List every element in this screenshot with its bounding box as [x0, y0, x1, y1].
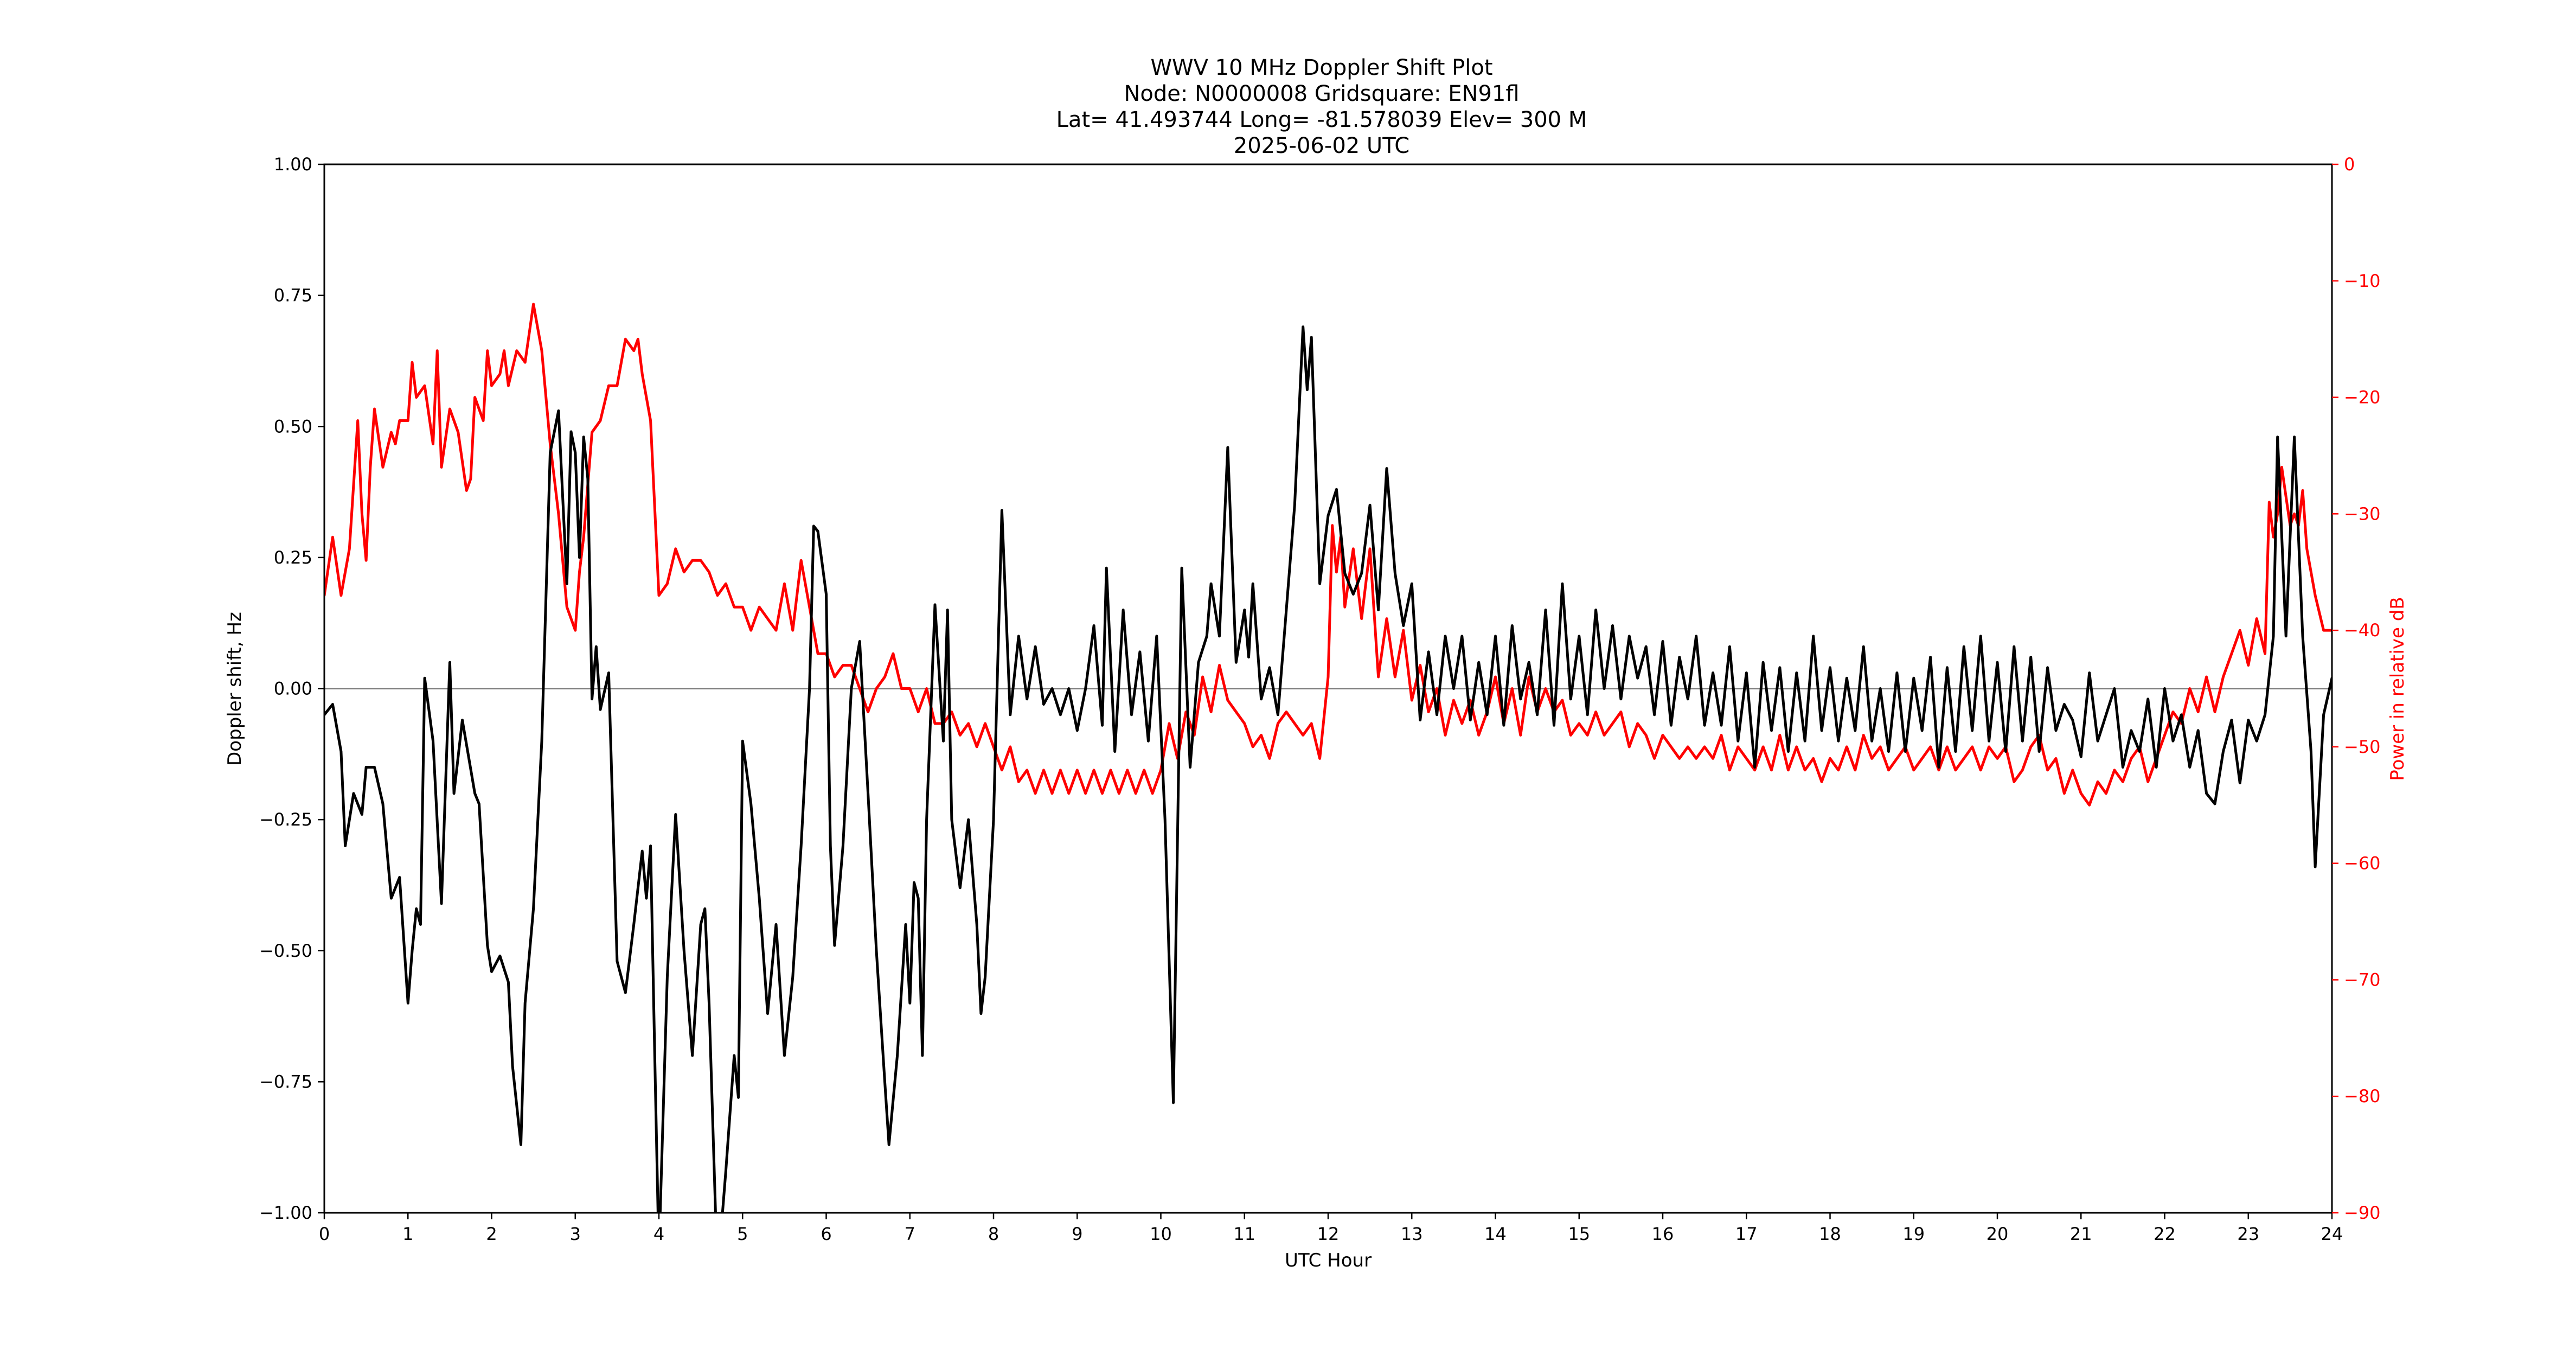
title-line-3: Lat= 41.493744 Long= -81.578039 Elev= 30… — [1056, 107, 1587, 132]
x-tick-label: 5 — [737, 1224, 748, 1244]
y-left-tick-label: −0.25 — [259, 809, 312, 830]
x-tick-label: 11 — [1233, 1224, 1255, 1244]
x-tick-label: 4 — [653, 1224, 664, 1244]
x-tick-label: 14 — [1484, 1224, 1507, 1244]
y-right-tick-label: −40 — [2344, 620, 2381, 641]
x-tick-label: 22 — [2154, 1224, 2176, 1244]
y-left-tick-label: 0.75 — [274, 285, 312, 306]
plot-area — [324, 303, 2332, 1213]
y-right-tick-label: −70 — [2344, 969, 2381, 990]
x-tick-label: 21 — [2070, 1224, 2092, 1244]
y-axis-right-label: Power in relative dB — [2387, 597, 2408, 781]
y-left-tick-label: −0.75 — [259, 1071, 312, 1092]
y-axis-left: 1.00 0.75 0.50 0.25 0.00 −0.25 −0.50 −0.75 −1.00 — [259, 154, 324, 1223]
x-tick-label: 12 — [1317, 1224, 1340, 1244]
y-axis-right: 0 −10 −20 −30 −40 −50 −60 −70 −80 −90 — [2332, 154, 2381, 1223]
power-line — [324, 303, 2332, 807]
y-right-tick-label: 0 — [2344, 154, 2355, 175]
x-tick-label: 16 — [1652, 1224, 1674, 1244]
y-right-tick-label: −60 — [2344, 853, 2381, 874]
y-right-tick-label: −10 — [2344, 271, 2381, 291]
x-tick-label: 6 — [821, 1224, 831, 1244]
series-group — [324, 303, 2332, 1213]
x-tick-label: 17 — [1735, 1224, 1758, 1244]
title-line-4: 2025-06-02 UTC — [1234, 133, 1409, 158]
x-tick-label: 8 — [988, 1224, 999, 1244]
y-left-tick-label: 0.25 — [274, 547, 312, 568]
x-tick-label: 9 — [1072, 1224, 1082, 1244]
x-tick-label: 20 — [1987, 1224, 2009, 1244]
x-tick-label: 3 — [570, 1224, 581, 1244]
y-right-tick-label: −80 — [2344, 1086, 2381, 1106]
x-tick-label: 7 — [905, 1224, 915, 1244]
y-right-tick-label: −90 — [2344, 1203, 2381, 1223]
y-right-tick-label: −50 — [2344, 737, 2381, 757]
y-left-tick-label: 0.00 — [274, 679, 312, 699]
x-axis: 0 1 2 3 4 5 6 7 8 9 10 11 12 13 14 15 16 17 18 19 20 21 22 23 24 — [319, 1213, 2343, 1244]
doppler-shift-line — [324, 325, 2332, 1213]
y-left-tick-label: 0.50 — [274, 416, 312, 437]
x-tick-label: 13 — [1401, 1224, 1423, 1244]
x-tick-label: 15 — [1568, 1224, 1590, 1244]
x-tick-label: 2 — [486, 1224, 497, 1244]
y-axis-left-label: Doppler shift, Hz — [224, 612, 246, 766]
y-left-tick-label: 1.00 — [274, 154, 312, 175]
x-tick-label: 10 — [1150, 1224, 1172, 1244]
title-line-2: Node: N0000008 Gridsquare: EN91fl — [1124, 81, 1519, 106]
x-axis-label: UTC Hour — [1285, 1250, 1372, 1271]
chart-title: WWV 10 MHz Doppler Shift Plot Node: N000… — [1056, 55, 1587, 158]
x-tick-label: 18 — [1819, 1224, 1841, 1244]
y-right-tick-label: −20 — [2344, 387, 2381, 408]
y-right-tick-label: −30 — [2344, 503, 2381, 524]
x-tick-label: 1 — [402, 1224, 413, 1244]
y-left-tick-label: −1.00 — [259, 1203, 312, 1223]
title-line-1: WWV 10 MHz Doppler Shift Plot — [1150, 55, 1492, 80]
x-tick-label: 23 — [2237, 1224, 2259, 1244]
x-tick-label: 24 — [2321, 1224, 2343, 1244]
x-tick-label: 0 — [319, 1224, 330, 1244]
y-left-tick-label: −0.50 — [259, 941, 312, 961]
x-tick-label: 19 — [1902, 1224, 1925, 1244]
